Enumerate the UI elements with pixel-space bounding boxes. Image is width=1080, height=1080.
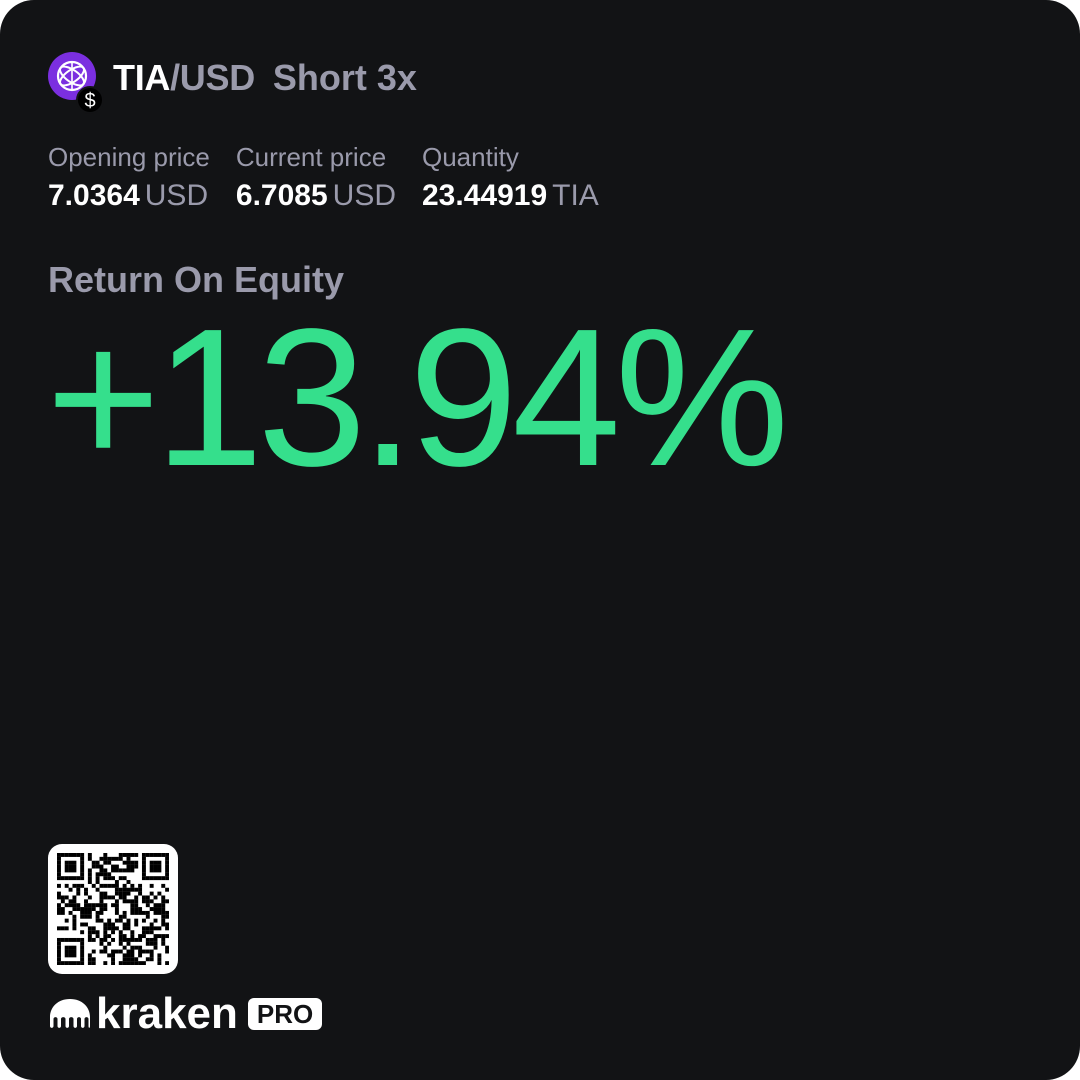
usd-dollar-icon: $	[76, 86, 104, 114]
card-header: $ TIA/USD Short 3x	[48, 48, 417, 114]
stat-quantity: Quantity 23.44919 TIA	[422, 141, 599, 213]
position-type: Short 3x	[272, 57, 417, 98]
brand-footer: kraken PRO	[48, 989, 323, 1038]
kraken-logo-icon	[50, 999, 90, 1028]
pro-badge: PRO	[247, 998, 323, 1030]
base-asset: TIA	[113, 57, 171, 98]
stat-label: Quantity	[422, 142, 519, 172]
stat-current-price: Current price 6.7085 USD	[236, 141, 396, 213]
stat-number: 6.7085	[235, 179, 328, 212]
stat-unit: USD	[144, 179, 209, 212]
stat-unit: TIA	[552, 179, 599, 212]
stat-number: 23.44919	[422, 179, 548, 212]
stat-unit: USD	[332, 179, 396, 212]
roe-label: Return On Equity	[48, 259, 344, 300]
qr-code[interactable]	[48, 844, 178, 974]
svg-text:$: $	[84, 90, 95, 112]
quote-asset: USD	[179, 57, 255, 98]
position-stats: Opening price 7.0364 USD Current price 6.…	[48, 141, 625, 213]
stat-value: 23.44919 TIA	[422, 179, 599, 213]
qr-code-icon	[57, 853, 169, 965]
stat-opening-price: Opening price 7.0364 USD	[48, 141, 210, 213]
stat-value: 7.0364 USD	[48, 179, 210, 213]
trading-pair: TIA/USD	[113, 60, 255, 96]
roe-value: +13.94%	[46, 288, 789, 507]
stat-number: 7.0364	[48, 179, 140, 212]
asset-icon-group: $	[48, 52, 104, 114]
brand-wordmark: kraken	[96, 989, 238, 1038]
stat-value: 6.7085 USD	[236, 179, 396, 213]
stat-label: Current price	[235, 142, 387, 172]
pair-separator: /	[170, 57, 180, 98]
stat-label: Opening price	[48, 142, 210, 172]
